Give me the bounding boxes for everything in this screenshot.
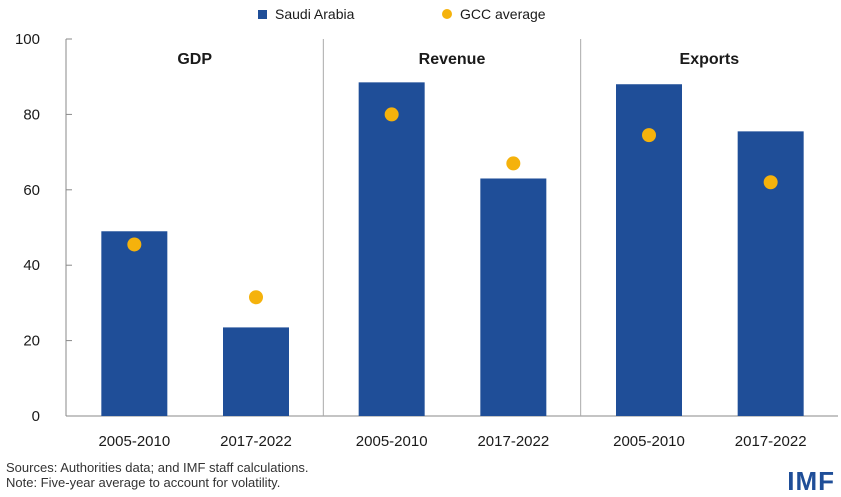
y-tick-label: 60 (23, 182, 40, 199)
bar-saudi-arabia (101, 231, 168, 416)
legend-swatch-saudi-arabia (258, 9, 267, 19)
bar-saudi-arabia (480, 178, 547, 416)
x-tick-label: 2005-2010 (613, 433, 685, 450)
legend-swatch-gcc-average (442, 9, 452, 19)
sources-text: Sources: Authorities data; and IMF staff… (6, 460, 309, 475)
panel-title: Exports (680, 51, 740, 68)
y-tick-label: 40 (23, 257, 40, 274)
x-tick-label: 2005-2010 (356, 433, 428, 450)
chart-legend: Saudi Arabia GCC average (0, 6, 841, 28)
dot-gcc-average (763, 175, 778, 190)
dot-gcc-average (506, 156, 521, 171)
x-tick-label: 2017-2022 (220, 433, 292, 450)
bar-saudi-arabia (358, 82, 425, 416)
y-tick-label: 80 (23, 106, 40, 123)
imf-logo: IMF (787, 466, 835, 496)
chart-sources-note: Sources: Authorities data; and IMF staff… (6, 460, 309, 490)
bar-saudi-arabia (223, 327, 289, 416)
dot-gcc-average (384, 107, 399, 122)
x-tick-label: 2017-2022 (735, 433, 807, 450)
note-text: Note: Five-year average to account for v… (6, 475, 281, 490)
legend-label-gcc-average: GCC average (460, 6, 546, 22)
x-tick-label: 2005-2010 (98, 433, 170, 450)
legend-label-saudi-arabia: Saudi Arabia (275, 6, 355, 22)
panel-title: Revenue (419, 51, 486, 68)
y-tick-label: 20 (23, 333, 40, 350)
dot-gcc-average (249, 290, 263, 305)
legend-item-gcc-average: GCC average (442, 6, 546, 22)
bar-saudi-arabia (737, 131, 804, 417)
y-tick-label: 100 (15, 31, 40, 48)
x-tick-label: 2017-2022 (477, 433, 549, 450)
legend-item-saudi-arabia: Saudi Arabia (258, 6, 354, 22)
panel-title: GDP (177, 51, 212, 68)
dot-gcc-average (642, 128, 656, 143)
dot-gcc-average (127, 237, 142, 252)
y-tick-label: 0 (32, 408, 40, 425)
